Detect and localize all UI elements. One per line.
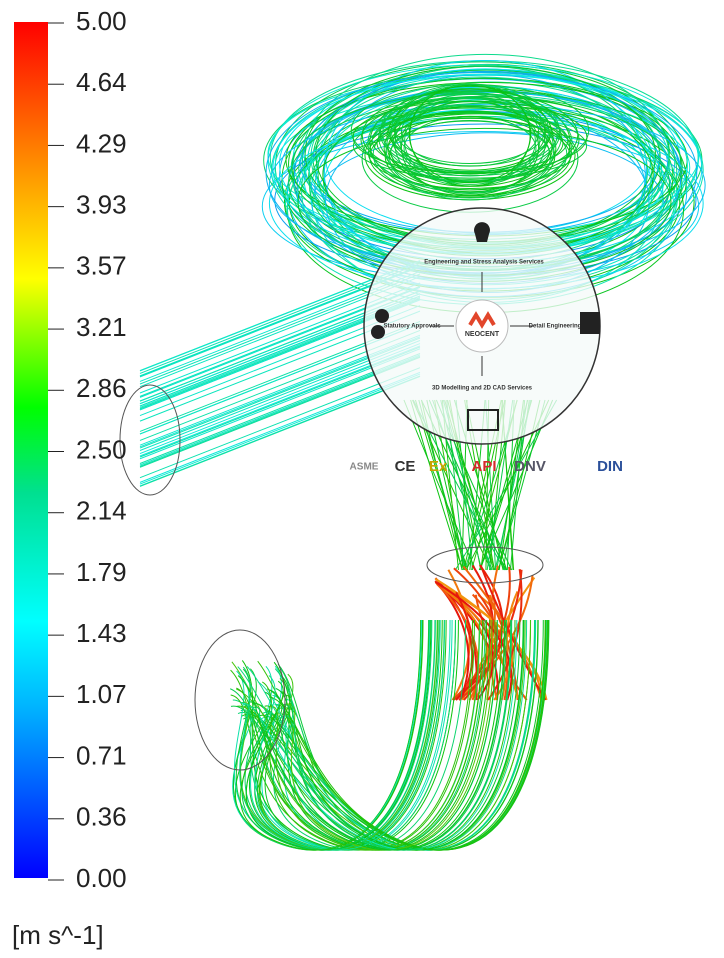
streamline <box>240 619 456 851</box>
streamline <box>240 619 518 851</box>
service-bottom: 3D Modelling and 2D CAD Services <box>432 386 533 392</box>
streamline <box>139 356 421 468</box>
streamline <box>245 619 433 851</box>
unit-label: [m s^-1] <box>12 920 104 950</box>
streamline <box>269 619 521 851</box>
tick-label: 1.79 <box>76 557 127 587</box>
streamline <box>240 619 438 851</box>
tick-label: 3.93 <box>76 190 127 220</box>
streamline <box>408 84 532 184</box>
gear-icon <box>371 325 385 339</box>
streamline <box>249 619 544 851</box>
streamline <box>239 619 436 851</box>
streamline <box>239 619 424 851</box>
streamline <box>505 590 520 701</box>
logo: Ex <box>429 458 448 475</box>
elbow-outline <box>194 629 286 771</box>
logo: API <box>471 458 496 475</box>
tick-label: 4.29 <box>76 128 127 158</box>
tick-label: 0.71 <box>76 740 127 770</box>
colorbar <box>14 22 48 878</box>
tick-label: 2.86 <box>76 373 127 403</box>
logo-mark <box>468 311 496 329</box>
streamline <box>241 619 430 851</box>
tick-label: 0.00 <box>76 863 127 893</box>
monitor-icon <box>467 409 499 431</box>
streamline <box>352 113 588 179</box>
streamline <box>139 355 421 467</box>
streamline <box>139 375 421 487</box>
streamline <box>254 619 446 851</box>
streamline <box>383 106 557 191</box>
computer-icon <box>580 312 600 334</box>
service-right: Detail Engineering <box>529 324 582 330</box>
service-left: Statutory Approvals <box>383 324 441 330</box>
streamline <box>245 619 432 851</box>
certification-logos: ASME CE Ex API DNV DIN <box>350 458 623 475</box>
brand: NEOCENT <box>465 331 500 338</box>
streamline <box>385 97 555 201</box>
streamline <box>352 100 588 174</box>
streamline <box>386 85 554 193</box>
streamline <box>350 84 590 177</box>
logo: DNV <box>514 458 546 475</box>
tick-label: 1.43 <box>76 618 127 648</box>
streamline <box>361 90 579 180</box>
streamline <box>254 619 443 851</box>
tick-label: 2.50 <box>76 434 127 464</box>
streamline <box>264 619 506 851</box>
tick-label: 5.00 <box>76 6 127 36</box>
streamline <box>262 619 473 851</box>
streamline <box>236 619 484 851</box>
streamline <box>394 93 546 194</box>
pipe-outline <box>119 384 181 496</box>
streamline <box>139 373 421 485</box>
streamline <box>250 619 441 851</box>
tick-label: 0.36 <box>76 802 127 832</box>
streamline <box>392 111 548 173</box>
throat-outline <box>426 546 544 584</box>
tick-label: 2.14 <box>76 496 127 526</box>
streamlines <box>119 53 706 851</box>
service-top: Engineering and Stress Analysis Services <box>424 260 544 266</box>
streamline <box>439 585 470 701</box>
tick-label: 1.07 <box>76 679 127 709</box>
gear-icon <box>375 309 389 323</box>
logo: ASME <box>350 462 379 473</box>
tick-label: 3.21 <box>76 312 127 342</box>
streamline <box>139 367 421 479</box>
streamline <box>278 619 512 851</box>
tick-label: 4.64 <box>76 67 127 97</box>
streamline <box>434 581 506 701</box>
service-overlay: NEOCENT Engineering and Stress Analysis … <box>363 207 601 445</box>
streamline <box>285 619 493 851</box>
logo: CE <box>395 458 416 475</box>
streamline <box>434 581 513 701</box>
logo: DIN <box>597 458 623 475</box>
tick-label: 3.57 <box>76 251 127 281</box>
streamline <box>139 371 421 483</box>
streamline <box>230 619 475 851</box>
streamline <box>283 619 481 851</box>
streamline <box>237 619 498 851</box>
streamline <box>244 619 528 851</box>
streamline <box>371 107 569 174</box>
colorbar-ticks: 5.00 4.64 4.29 3.93 3.57 3.21 2.86 2.50 2.14 1.79… <box>48 6 127 893</box>
bulb-icon <box>474 222 491 242</box>
